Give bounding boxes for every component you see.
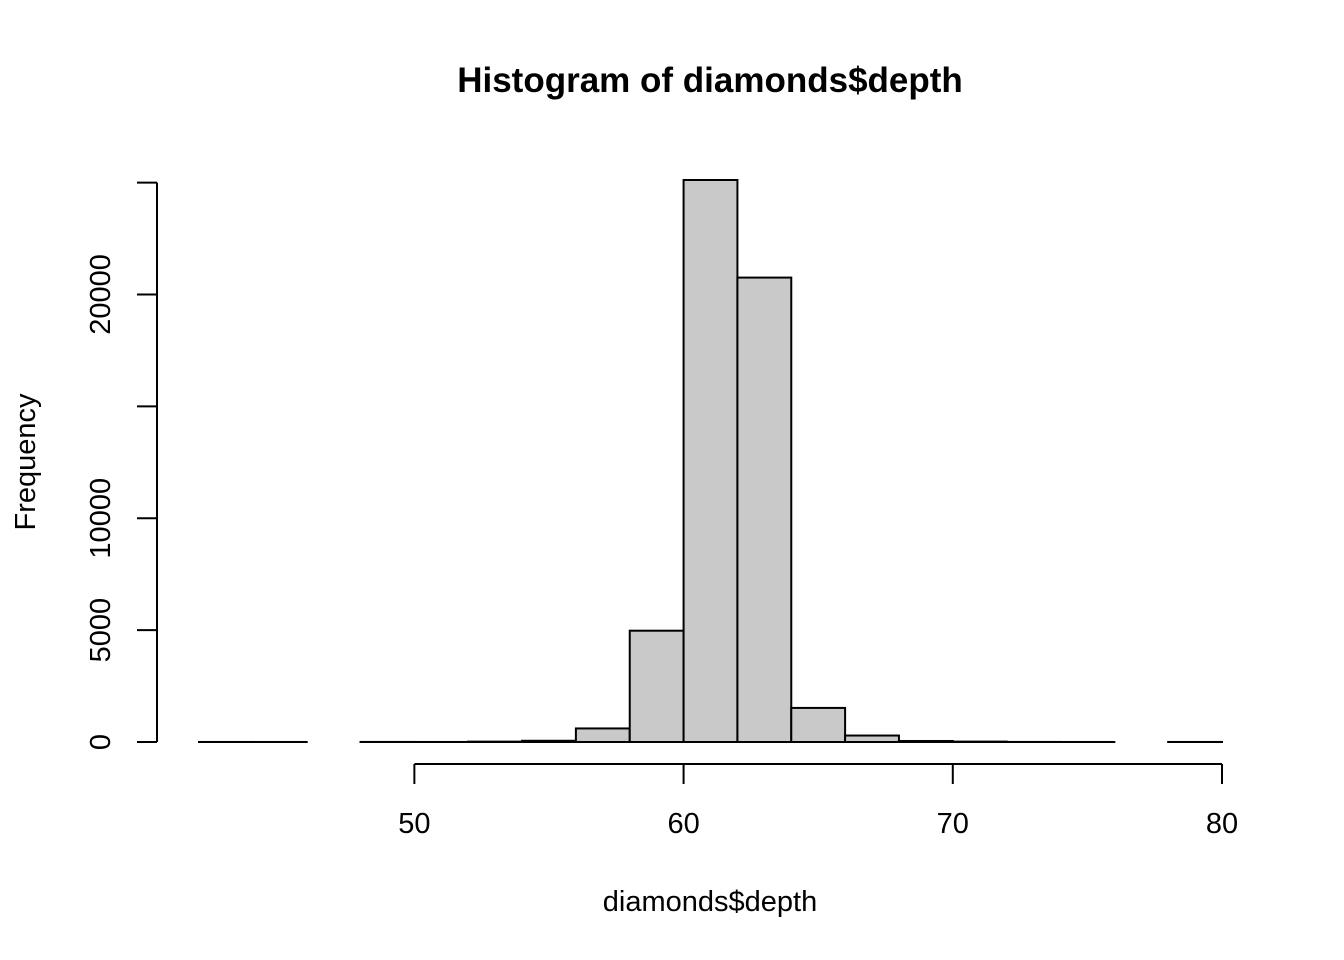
y-axis-label: Frequency bbox=[10, 393, 42, 531]
x-tick-label: 80 bbox=[1206, 808, 1238, 840]
histogram-bar bbox=[521, 739, 577, 743]
y-tick-label: 5000 bbox=[85, 598, 117, 663]
bars-group bbox=[198, 179, 1223, 744]
x-tick-label: 70 bbox=[937, 808, 969, 840]
y-tick-label: 10000 bbox=[85, 478, 117, 559]
x-axis: 50 60 70 80 bbox=[398, 763, 1238, 840]
x-tick-label: 60 bbox=[667, 808, 699, 840]
x-axis-label: diamonds$depth bbox=[603, 886, 817, 918]
histogram-bar bbox=[736, 276, 793, 743]
y-tick-label: 20000 bbox=[85, 254, 117, 335]
x-tick-label: 50 bbox=[398, 808, 430, 840]
histogram-bar bbox=[574, 727, 631, 744]
chart-title: Histogram of diamonds$depth bbox=[457, 61, 963, 100]
histogram-bar bbox=[628, 629, 685, 744]
y-tick-label: 0 bbox=[85, 734, 117, 750]
histogram-bar bbox=[682, 179, 739, 743]
y-axis: 0 5000 10000 20000 bbox=[85, 181, 158, 750]
histogram-bar bbox=[844, 734, 900, 743]
histogram-bar bbox=[790, 706, 847, 743]
histogram-bar bbox=[897, 739, 954, 743]
